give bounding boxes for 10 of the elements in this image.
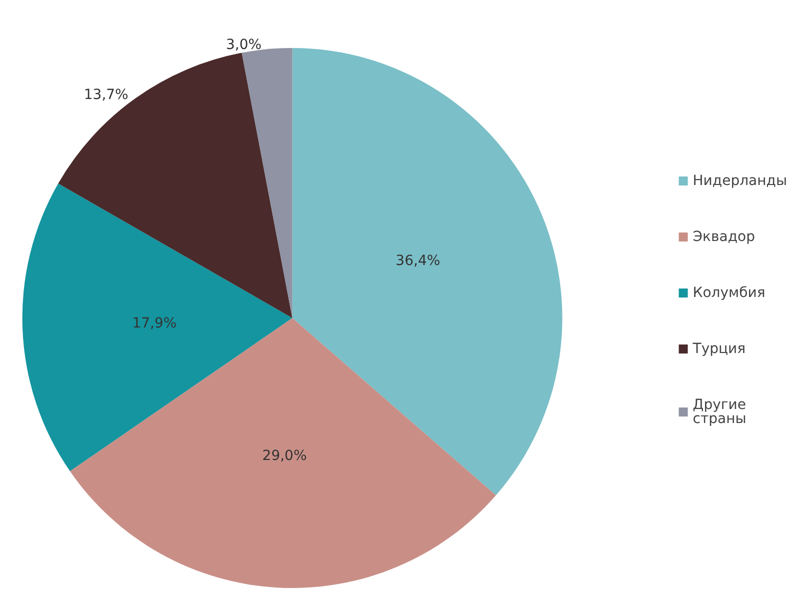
data-label: 36,4% [396,252,440,269]
legend-label: Колумбия [692,285,766,301]
legend-label: Эквадор [692,229,756,245]
data-label: 29,0% [262,448,307,464]
data-label: 17,9% [132,316,177,332]
legend-label: Другие страны [692,397,746,427]
data-label: 13,7% [84,86,128,103]
legend-label: Турция [692,341,746,357]
data-label: 3,0% [226,37,262,54]
legend-label: Нидерланды [692,173,788,189]
